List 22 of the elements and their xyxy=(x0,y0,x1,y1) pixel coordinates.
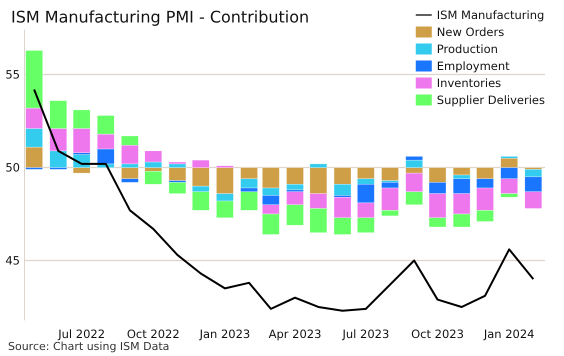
bar xyxy=(144,171,162,185)
x-tick-label: Jan 2023 xyxy=(198,327,250,341)
legend-label: Inventories xyxy=(436,76,502,90)
x-tick-label: Oct 2023 xyxy=(411,327,464,341)
x-tick-label: Jul 2023 xyxy=(341,327,390,341)
bar xyxy=(452,167,470,176)
legend-label: ISM Manufacturing xyxy=(436,8,544,22)
y-tick-label: 45 xyxy=(5,254,20,268)
legend-label: Production xyxy=(436,42,498,56)
source-note: Source: Chart using ISM Data xyxy=(8,340,170,353)
x-tick-label: Oct 2022 xyxy=(126,327,180,341)
y-tick-label: 55 xyxy=(5,68,20,82)
legend-label: Employment xyxy=(436,59,510,73)
chart-title: ISM Manufacturing PMI - Contribution xyxy=(11,8,310,26)
x-tick-label: Jul 2022 xyxy=(57,327,106,341)
bar xyxy=(121,167,139,179)
y-tick-label: 50 xyxy=(5,160,20,175)
bar xyxy=(240,191,258,211)
legend-label: Supplier Deliveries xyxy=(436,93,546,107)
x-tick-label: Apr 2023 xyxy=(268,327,322,341)
legend-label: New Orders xyxy=(436,25,504,39)
x-tick-label: Jan 2024 xyxy=(482,327,535,341)
